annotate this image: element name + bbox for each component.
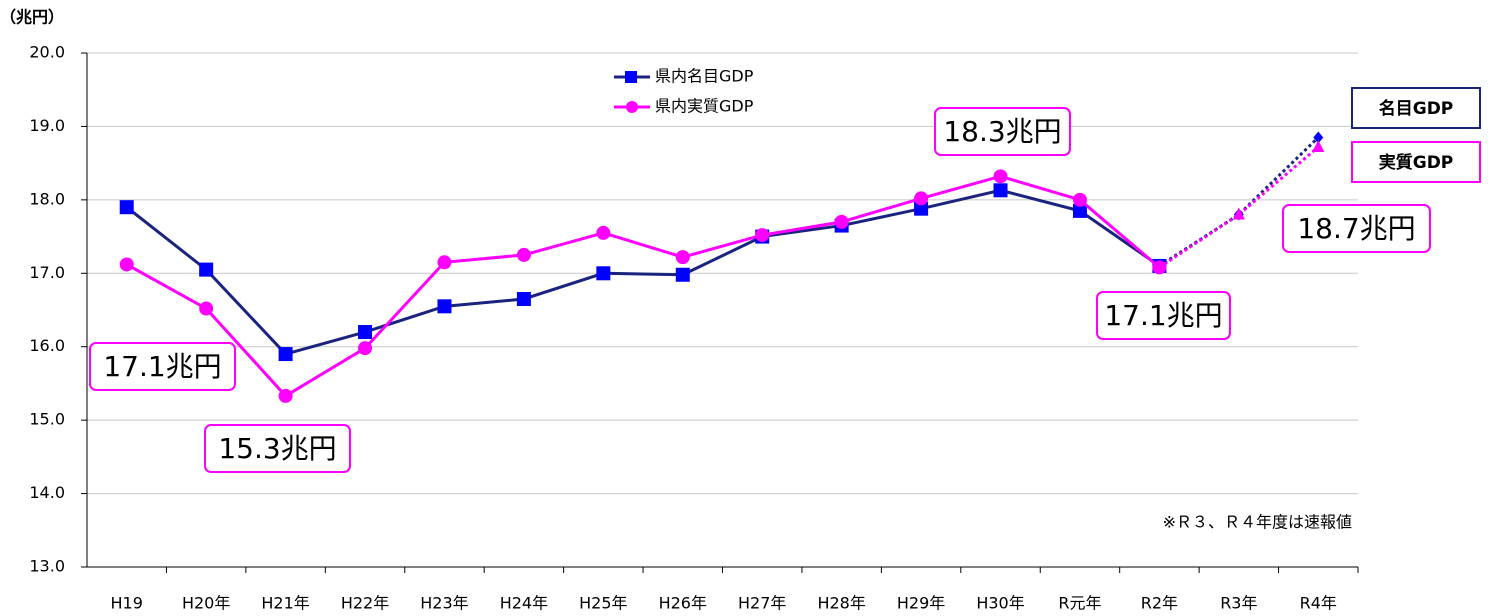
marker xyxy=(675,267,690,282)
marker xyxy=(1313,131,1324,144)
legend-label: 県内実質GDP xyxy=(655,97,754,116)
marker xyxy=(119,257,134,272)
marker xyxy=(1312,139,1325,152)
marker xyxy=(1232,207,1245,220)
legend-label: 県内名目GDP xyxy=(655,67,754,86)
x-tick-label: H29年 xyxy=(897,594,945,613)
marker xyxy=(1152,260,1167,275)
line-dashed xyxy=(1158,145,1320,269)
marker xyxy=(993,169,1008,184)
x-tick-label: R元年 xyxy=(1058,594,1101,613)
marker xyxy=(516,291,531,306)
line xyxy=(125,174,1161,398)
marker xyxy=(437,255,452,270)
marker xyxy=(278,347,293,362)
marker xyxy=(993,183,1008,198)
x-tick-label: H23年 xyxy=(420,594,468,613)
marker xyxy=(1072,203,1087,218)
marker xyxy=(358,325,373,340)
annotation-box xyxy=(89,342,236,391)
legend-marker xyxy=(625,71,637,83)
annotation-box xyxy=(1282,204,1431,253)
marker xyxy=(199,301,214,316)
x-tick-label: H25年 xyxy=(579,594,627,613)
line xyxy=(125,188,1161,356)
x-tick-label: H20年 xyxy=(182,594,230,613)
y-tick-label: 17.0 xyxy=(29,263,65,282)
marker xyxy=(914,201,929,216)
x-tick-label: H21年 xyxy=(261,594,309,613)
marker xyxy=(596,225,611,240)
series-tag: 名目GDP xyxy=(1379,98,1454,119)
series-tag-box xyxy=(1351,87,1481,129)
x-tick-label: H27年 xyxy=(738,594,786,613)
marker xyxy=(516,247,531,262)
x-tick-label: R3年 xyxy=(1220,594,1257,613)
annotation: 15.3兆円 xyxy=(218,432,336,465)
x-tick-label: H28年 xyxy=(817,594,865,613)
y-tick-label: 18.0 xyxy=(29,189,65,208)
y-tick-label: 16.0 xyxy=(29,336,65,355)
marker xyxy=(278,388,293,403)
annotation-box xyxy=(204,424,351,473)
annotation: 18.3兆円 xyxy=(943,115,1061,148)
annotation: 18.7兆円 xyxy=(1297,212,1415,245)
marker xyxy=(437,299,452,314)
marker xyxy=(914,191,929,206)
x-tick-label: H24年 xyxy=(500,594,548,613)
marker xyxy=(358,341,373,356)
x-tick-label: H26年 xyxy=(659,594,707,613)
y-tick-label: 20.0 xyxy=(29,43,65,62)
y-tick-label: 19.0 xyxy=(29,116,65,135)
x-tick-label: H30年 xyxy=(976,594,1024,613)
x-tick-label: H19 xyxy=(111,594,143,613)
x-tick-label: H22年 xyxy=(341,594,389,613)
marker xyxy=(1072,192,1087,207)
marker xyxy=(675,250,690,265)
series-tag-box xyxy=(1351,141,1481,183)
marker xyxy=(119,200,134,215)
y-tick-label: 14.0 xyxy=(29,483,65,502)
series-tag: 実質GDP xyxy=(1379,152,1454,173)
annotation-box xyxy=(934,107,1071,156)
marker xyxy=(199,262,214,277)
note: ※Ｒ３、Ｒ４年度は速報値 xyxy=(1163,513,1352,532)
x-tick-label: R4年 xyxy=(1300,594,1337,613)
x-tick-label: R2年 xyxy=(1141,594,1178,613)
marker xyxy=(596,266,611,281)
legend-marker xyxy=(626,101,638,113)
marker xyxy=(834,214,849,229)
annotation: 17.1兆円 xyxy=(1104,299,1222,332)
unit-label: （兆円） xyxy=(0,8,64,27)
marker xyxy=(755,228,770,243)
annotation: 17.1兆円 xyxy=(103,350,221,383)
annotation-box xyxy=(1096,291,1231,340)
y-tick-label: 15.0 xyxy=(29,410,65,429)
y-tick-label: 13.0 xyxy=(29,557,65,576)
